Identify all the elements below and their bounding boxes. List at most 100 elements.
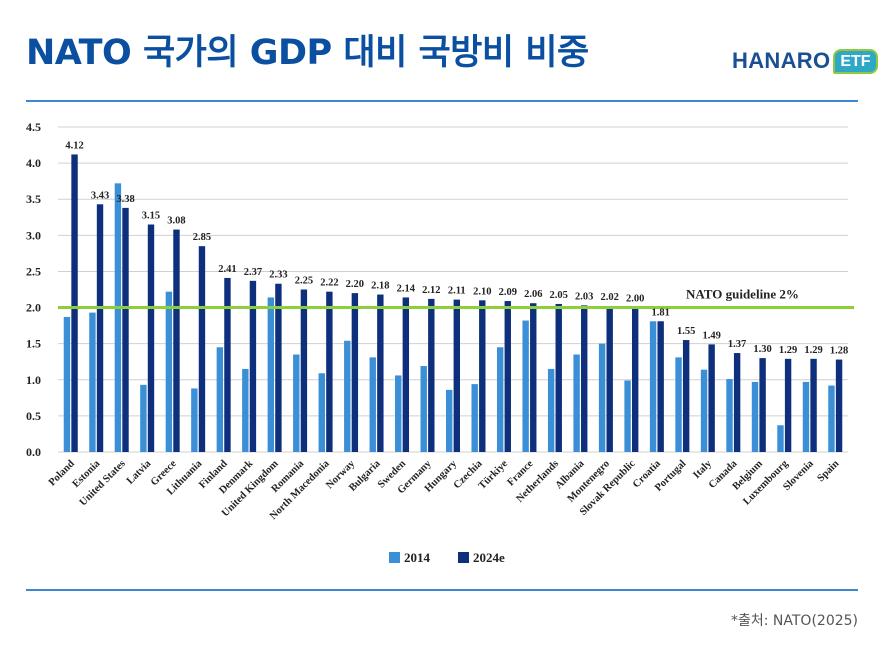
data-label: 3.08: [167, 216, 185, 227]
bar-2014: [267, 297, 275, 452]
data-label: 3.15: [142, 211, 160, 222]
bottom-divider: [26, 589, 858, 591]
bar-2014: [63, 316, 71, 452]
bar-2024e: [530, 303, 537, 452]
bar-2014: [165, 291, 173, 452]
y-tick-label: 4.0: [26, 156, 41, 170]
bar-2014: [318, 373, 325, 452]
legend: 2014 2024e: [389, 550, 505, 565]
data-label: 2.06: [524, 289, 542, 300]
data-label: 3.43: [91, 190, 109, 201]
bar-2024e: [581, 305, 588, 452]
bar-2024e: [377, 294, 384, 452]
bar-2014: [114, 183, 122, 453]
data-label: 2.12: [422, 285, 440, 296]
bar-2014: [828, 385, 835, 452]
y-tick-label: 3.5: [26, 192, 41, 206]
bar-2024e: [555, 303, 562, 452]
category-label: Türkiye: [477, 458, 511, 492]
bar-2024e: [275, 283, 282, 452]
data-label: 1.55: [677, 326, 695, 337]
y-tick-label: 3.0: [26, 228, 41, 242]
legend-swatch-2024e: [458, 552, 469, 563]
data-label: 2.85: [193, 232, 211, 243]
bar-2014: [89, 312, 96, 452]
data-label: 1.37: [728, 339, 746, 350]
y-tick-label: 1.0: [26, 373, 41, 387]
bar-2014: [802, 381, 810, 452]
y-tick-label: 4.5: [26, 120, 41, 134]
bar-2014: [547, 368, 555, 452]
legend-label-2024e: 2024e: [473, 550, 505, 565]
bar-2014: [777, 425, 784, 452]
bar-2024e: [402, 297, 410, 452]
bar-2014: [726, 379, 733, 452]
data-label: 2.11: [448, 286, 466, 297]
bar-2014: [420, 366, 427, 452]
bar-2014: [573, 354, 580, 452]
data-label: 2.20: [346, 279, 364, 290]
bar-2014: [598, 343, 606, 452]
bar-2024e: [249, 280, 257, 452]
logo-text: HANARO: [732, 48, 831, 73]
bar-2014: [675, 357, 682, 452]
bar-2024e: [147, 224, 155, 452]
bar-2024e: [657, 321, 664, 452]
bar-2014: [624, 380, 631, 452]
data-label: 2.03: [575, 291, 593, 302]
data-label: 1.29: [804, 345, 822, 356]
data-label: 2.05: [550, 290, 568, 301]
data-label: 1.49: [702, 330, 720, 341]
data-label: 2.25: [295, 276, 313, 287]
category-label: Italy: [691, 458, 714, 481]
bar-2014: [140, 384, 147, 452]
category-label: Spain: [815, 458, 841, 484]
bar-2024e: [96, 204, 104, 452]
bar-2014: [471, 384, 478, 452]
bar-2024e: [606, 306, 613, 452]
data-label: 2.41: [218, 264, 236, 275]
data-label: 2.33: [269, 270, 287, 281]
bar-2024e: [453, 299, 460, 452]
bar-2024e: [631, 307, 639, 452]
data-label: 2.14: [397, 283, 416, 294]
bar-2024e: [810, 358, 817, 452]
bar-2014: [216, 347, 224, 452]
bar-2014: [522, 320, 529, 452]
bar-2014: [293, 354, 300, 452]
category-label: United States: [78, 458, 128, 508]
bar-2024e: [122, 207, 129, 452]
bar-2024e: [504, 301, 511, 452]
bar-2014: [344, 340, 351, 452]
data-label: 1.28: [830, 346, 848, 357]
bar-2014: [496, 347, 504, 452]
data-label: 1.81: [651, 307, 669, 318]
y-tick-label: 2.0: [26, 301, 41, 315]
y-tick-label: 0.0: [26, 445, 41, 459]
bar-2024e: [682, 340, 690, 452]
bar-2014: [649, 321, 657, 452]
y-tick-label: 0.5: [26, 409, 41, 423]
hanaro-etf-logo: HANARO ETF: [732, 44, 878, 78]
bar-2014: [242, 368, 249, 452]
bar-2024e: [708, 344, 715, 452]
bar-2024e: [71, 154, 78, 452]
bar-2024e: [198, 246, 206, 452]
bar-2014: [395, 375, 402, 452]
bar-2014: [700, 369, 708, 452]
source-note: *출처: NATO(2025): [730, 613, 858, 629]
bar-2024e: [733, 353, 741, 452]
data-label: 4.12: [65, 140, 83, 151]
data-label: 2.09: [499, 287, 517, 298]
bar-2024e: [326, 291, 333, 452]
bar-2024e: [479, 300, 486, 452]
data-label: 2.02: [601, 292, 619, 303]
bar-2014: [369, 357, 376, 452]
bar-2014: [191, 388, 198, 452]
top-divider: [26, 100, 858, 102]
bar-2024e: [173, 229, 180, 452]
data-label: 2.10: [473, 286, 491, 297]
bar-2024e: [835, 359, 843, 452]
data-label: 2.18: [371, 281, 389, 292]
data-label: 2.00: [626, 294, 644, 305]
